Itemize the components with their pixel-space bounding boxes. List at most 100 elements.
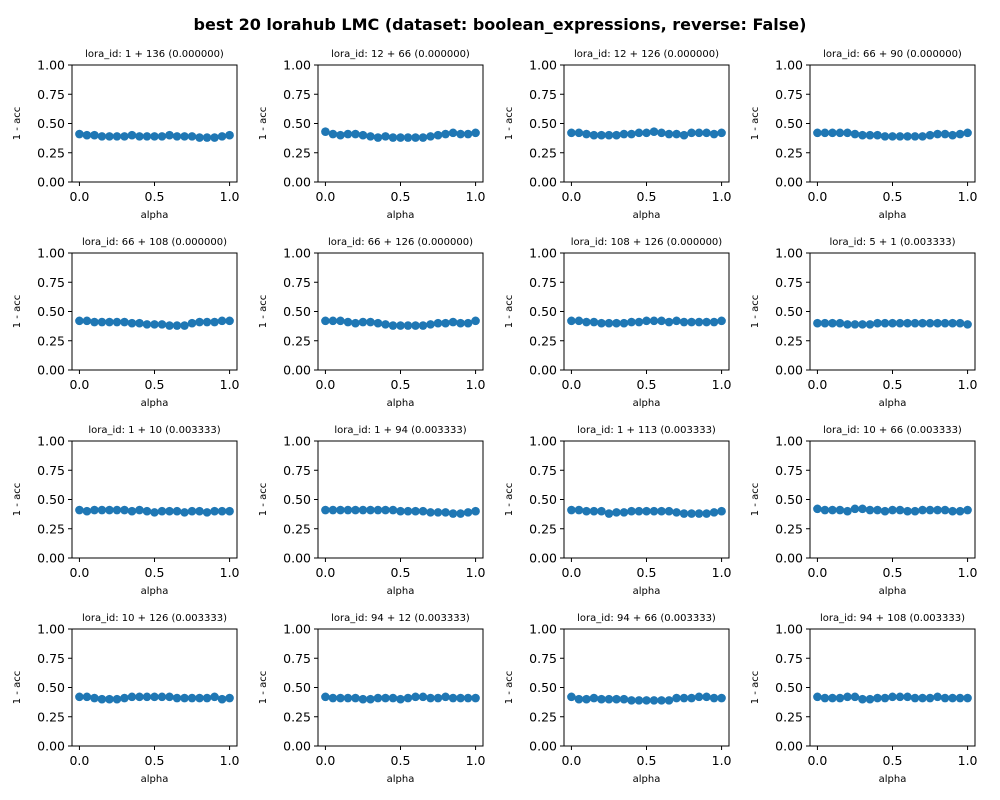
data-point [448,317,458,327]
data-point [694,692,704,702]
data-point [97,505,107,515]
data-point [888,132,897,141]
y-tick-label: 1.00 [283,58,311,73]
data-point [955,693,965,703]
data-point [396,321,405,330]
x-axis-label: alpha [633,774,661,785]
data-point [195,317,204,327]
y-tick-label: 0.00 [37,739,65,754]
figure-title: best 20 lorahub LMC (dataset: boolean_ex… [194,15,807,34]
data-point [940,693,950,703]
data-point [933,129,942,139]
x-axis-label: alpha [387,210,415,221]
data-point [463,129,473,139]
data-point [172,321,182,330]
y-axis-label: 1 - acc [258,671,269,704]
data-point [90,693,99,703]
data-point [351,505,360,515]
data-point [963,693,972,703]
x-tick-label: 0.0 [315,189,335,204]
x-tick-label: 0.0 [561,189,581,204]
y-tick-label: 0.00 [529,739,557,754]
data-point [127,692,137,702]
x-tick-label: 0.5 [637,753,657,768]
data-point [612,318,621,328]
y-tick-label: 1.00 [37,622,65,637]
data-point [948,130,957,140]
y-tick-label: 0.00 [529,363,557,378]
x-tick-label: 0.5 [145,565,165,580]
x-axis-label: alpha [633,398,661,409]
data-point [82,692,92,702]
y-tick-label: 1.00 [283,434,311,449]
subplot-title: lora_id: 10 + 126 (0.003333) [82,613,227,624]
data-point [850,504,860,514]
data-point [202,693,212,703]
data-point [925,693,935,703]
data-point [910,132,920,141]
data-point [105,694,114,704]
data-point [895,318,905,328]
subplot-grid: lora_id: 1 + 136 (0.000000) 0.00 0.25 0.50 0… [12,49,978,785]
x-tick-label: 0.5 [637,565,657,580]
data-point [627,317,636,327]
data-point [903,318,912,328]
axes-frame [317,252,484,371]
data-point [373,505,383,515]
data-point [687,693,696,703]
data-point [880,506,890,516]
data-point [150,508,159,517]
data-point [679,693,689,703]
data-point [910,693,920,703]
data-point [672,693,681,703]
y-tick-label: 0.25 [529,145,557,160]
data-point [717,506,726,516]
data-point [858,320,867,329]
y-tick-label: 0.25 [37,709,65,724]
x-tick-label: 1.0 [958,377,978,392]
subplot: lora_id: 10 + 126 (0.003333)0.000.250.50… [12,613,240,785]
data-point [835,693,845,703]
data-point [835,505,845,515]
y-axis-label: 1 - acc [258,295,269,328]
data-point [426,693,435,703]
data-point [343,129,353,139]
data-point [627,696,636,705]
data-point [649,316,659,326]
data-point [426,320,435,329]
subplot-title: lora_id: 1 + 94 (0.003333) [334,425,466,436]
y-tick-label: 1.00 [775,622,803,637]
data-point [574,694,584,704]
subplot-title: lora_id: 5 + 1 (0.003333) [830,237,956,248]
data-point [403,506,413,516]
data-point [597,318,606,328]
y-tick-label: 0.50 [775,492,803,507]
data-point [411,692,420,702]
y-tick-label: 0.00 [775,739,803,754]
x-tick-label: 0.5 [883,753,903,768]
data-point [217,316,227,326]
data-point [843,128,852,138]
y-tick-label: 1.00 [283,246,311,261]
y-axis-label: 1 - acc [12,295,23,328]
data-point [336,316,345,326]
data-point [717,693,726,703]
subplot-title: lora_id: 12 + 126 (0.000000) [574,49,719,60]
x-tick-label: 0.5 [145,753,165,768]
data-point [918,132,927,141]
x-tick-label: 1.0 [220,753,240,768]
data-point [574,505,584,515]
data-point [456,693,465,703]
data-point [180,693,189,703]
data-point [888,318,897,328]
data-point [925,505,935,515]
y-axis-label: 1 - acc [504,107,515,140]
data-point [910,318,920,328]
data-point [426,132,435,141]
data-point [933,692,942,702]
data-point [813,504,822,514]
data-point [642,506,651,516]
data-point [210,317,219,327]
data-point [664,506,674,516]
data-point [940,129,950,139]
